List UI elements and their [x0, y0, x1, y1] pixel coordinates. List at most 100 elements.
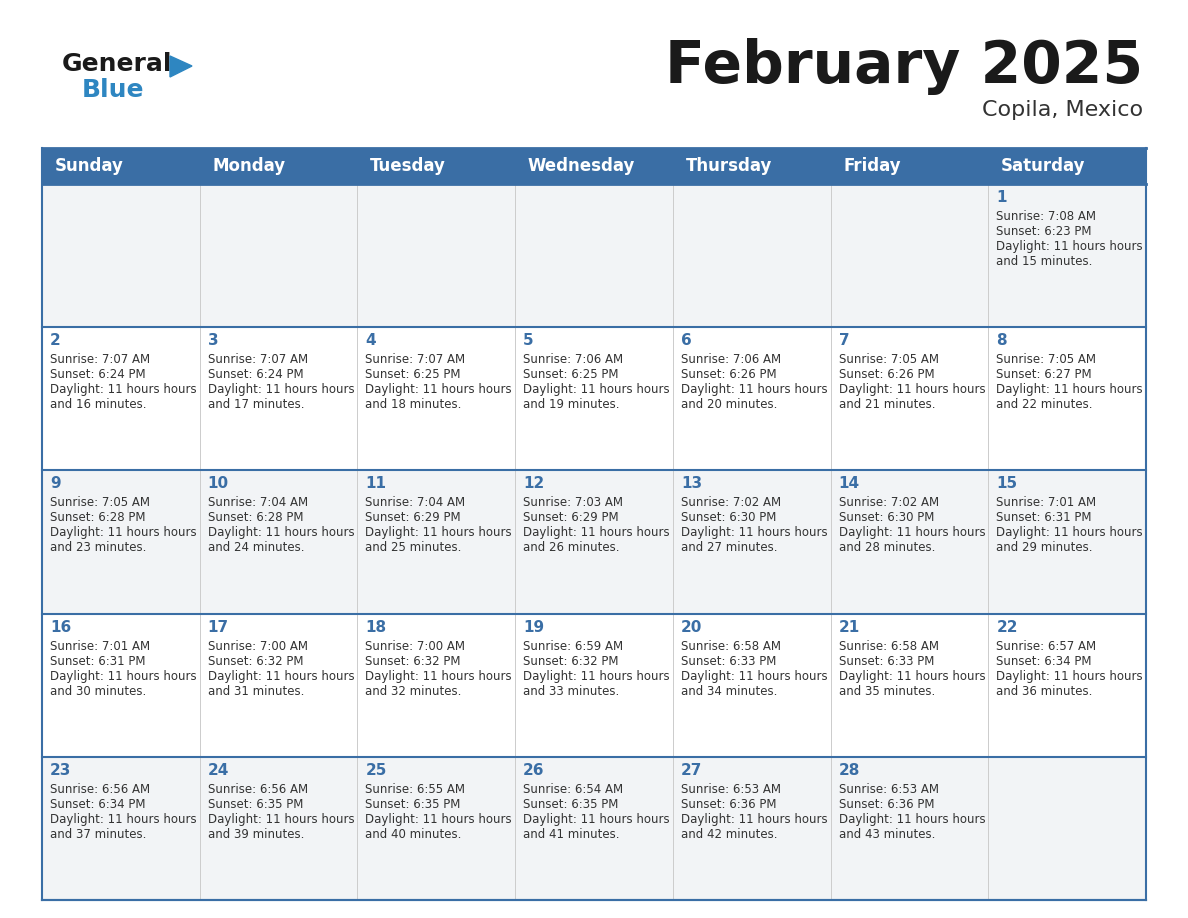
Bar [830, 184, 988, 327]
Text: 21: 21 [839, 620, 860, 634]
Bar [358, 148, 516, 184]
Text: Daylight: 11 hours hours: Daylight: 11 hours hours [523, 812, 670, 826]
Text: Daylight: 11 hours hours: Daylight: 11 hours hours [681, 812, 828, 826]
Text: 6: 6 [681, 333, 691, 348]
Polygon shape [170, 56, 192, 77]
Bar [830, 327, 988, 470]
Text: 19: 19 [523, 620, 544, 634]
Bar [358, 613, 516, 756]
Text: and 24 minutes.: and 24 minutes. [208, 542, 304, 554]
Bar [988, 148, 1146, 184]
Text: Sunrise: 7:00 AM: Sunrise: 7:00 AM [366, 640, 466, 653]
Text: 27: 27 [681, 763, 702, 778]
Text: Thursday: Thursday [685, 157, 772, 175]
Bar [988, 327, 1146, 470]
Bar [42, 613, 200, 756]
Bar [988, 470, 1146, 613]
Text: Sunrise: 7:05 AM: Sunrise: 7:05 AM [839, 353, 939, 366]
Bar [358, 756, 516, 900]
Text: Daylight: 11 hours hours: Daylight: 11 hours hours [366, 526, 512, 540]
Bar [358, 470, 516, 613]
Text: 24: 24 [208, 763, 229, 778]
Text: Blue: Blue [82, 78, 145, 102]
Text: Monday: Monday [213, 157, 285, 175]
Bar [830, 148, 988, 184]
Text: 25: 25 [366, 763, 387, 778]
Text: and 36 minutes.: and 36 minutes. [997, 685, 1093, 698]
Text: and 33 minutes.: and 33 minutes. [523, 685, 619, 698]
Text: Sunset: 6:33 PM: Sunset: 6:33 PM [839, 655, 934, 667]
Bar [200, 327, 358, 470]
Text: and 28 minutes.: and 28 minutes. [839, 542, 935, 554]
Bar [200, 470, 358, 613]
Text: 28: 28 [839, 763, 860, 778]
Bar [672, 148, 830, 184]
Text: Daylight: 11 hours hours: Daylight: 11 hours hours [997, 526, 1143, 540]
Bar [200, 613, 358, 756]
Text: Sunset: 6:34 PM: Sunset: 6:34 PM [997, 655, 1092, 667]
Text: Sunset: 6:32 PM: Sunset: 6:32 PM [208, 655, 303, 667]
Text: 26: 26 [523, 763, 544, 778]
Text: Sunset: 6:35 PM: Sunset: 6:35 PM [366, 798, 461, 811]
Text: Sunset: 6:24 PM: Sunset: 6:24 PM [50, 368, 146, 381]
Text: Daylight: 11 hours hours: Daylight: 11 hours hours [208, 812, 354, 826]
Text: Daylight: 11 hours hours: Daylight: 11 hours hours [50, 812, 197, 826]
Text: and 42 minutes.: and 42 minutes. [681, 828, 777, 841]
Text: 23: 23 [50, 763, 71, 778]
Bar [672, 470, 830, 613]
Text: Sunset: 6:28 PM: Sunset: 6:28 PM [208, 511, 303, 524]
Text: Sunrise: 7:07 AM: Sunrise: 7:07 AM [208, 353, 308, 366]
Text: Sunset: 6:36 PM: Sunset: 6:36 PM [839, 798, 934, 811]
Text: Daylight: 11 hours hours: Daylight: 11 hours hours [681, 669, 828, 683]
Bar [42, 756, 200, 900]
Text: and 16 minutes.: and 16 minutes. [50, 398, 146, 411]
Bar [358, 327, 516, 470]
Text: and 41 minutes.: and 41 minutes. [523, 828, 620, 841]
Text: Daylight: 11 hours hours: Daylight: 11 hours hours [839, 526, 985, 540]
Text: 12: 12 [523, 476, 544, 491]
Text: 13: 13 [681, 476, 702, 491]
Bar [358, 184, 516, 327]
Bar [516, 756, 672, 900]
Text: Saturday: Saturday [1001, 157, 1086, 175]
Bar [830, 613, 988, 756]
Text: and 39 minutes.: and 39 minutes. [208, 828, 304, 841]
Text: Sunrise: 6:54 AM: Sunrise: 6:54 AM [523, 783, 624, 796]
Bar [42, 184, 200, 327]
Text: and 31 minutes.: and 31 minutes. [208, 685, 304, 698]
Bar [200, 184, 358, 327]
Text: and 37 minutes.: and 37 minutes. [50, 828, 146, 841]
Text: Sunrise: 7:02 AM: Sunrise: 7:02 AM [839, 497, 939, 509]
Text: February 2025: February 2025 [665, 38, 1143, 95]
Text: Daylight: 11 hours hours: Daylight: 11 hours hours [997, 383, 1143, 397]
Text: and 30 minutes.: and 30 minutes. [50, 685, 146, 698]
Text: Sunrise: 6:59 AM: Sunrise: 6:59 AM [523, 640, 624, 653]
Bar [672, 756, 830, 900]
Text: Daylight: 11 hours hours: Daylight: 11 hours hours [997, 669, 1143, 683]
Text: Sunset: 6:32 PM: Sunset: 6:32 PM [523, 655, 619, 667]
Text: 9: 9 [50, 476, 61, 491]
Text: 4: 4 [366, 333, 377, 348]
Text: and 27 minutes.: and 27 minutes. [681, 542, 777, 554]
Text: 5: 5 [523, 333, 533, 348]
Text: Sunset: 6:35 PM: Sunset: 6:35 PM [523, 798, 619, 811]
Text: Daylight: 11 hours hours: Daylight: 11 hours hours [839, 812, 985, 826]
Text: and 22 minutes.: and 22 minutes. [997, 398, 1093, 411]
Text: Sunrise: 7:04 AM: Sunrise: 7:04 AM [208, 497, 308, 509]
Text: Sunrise: 7:08 AM: Sunrise: 7:08 AM [997, 210, 1097, 223]
Text: Sunset: 6:25 PM: Sunset: 6:25 PM [366, 368, 461, 381]
Bar [42, 470, 200, 613]
Text: Sunrise: 6:58 AM: Sunrise: 6:58 AM [839, 640, 939, 653]
Text: 3: 3 [208, 333, 219, 348]
Text: and 43 minutes.: and 43 minutes. [839, 828, 935, 841]
Text: 10: 10 [208, 476, 229, 491]
Bar [672, 613, 830, 756]
Text: 17: 17 [208, 620, 229, 634]
Text: Sunrise: 7:06 AM: Sunrise: 7:06 AM [681, 353, 781, 366]
Bar [42, 148, 200, 184]
Text: 15: 15 [997, 476, 1017, 491]
Text: and 32 minutes.: and 32 minutes. [366, 685, 462, 698]
Text: Daylight: 11 hours hours: Daylight: 11 hours hours [523, 383, 670, 397]
Bar [516, 148, 672, 184]
Text: Daylight: 11 hours hours: Daylight: 11 hours hours [366, 812, 512, 826]
